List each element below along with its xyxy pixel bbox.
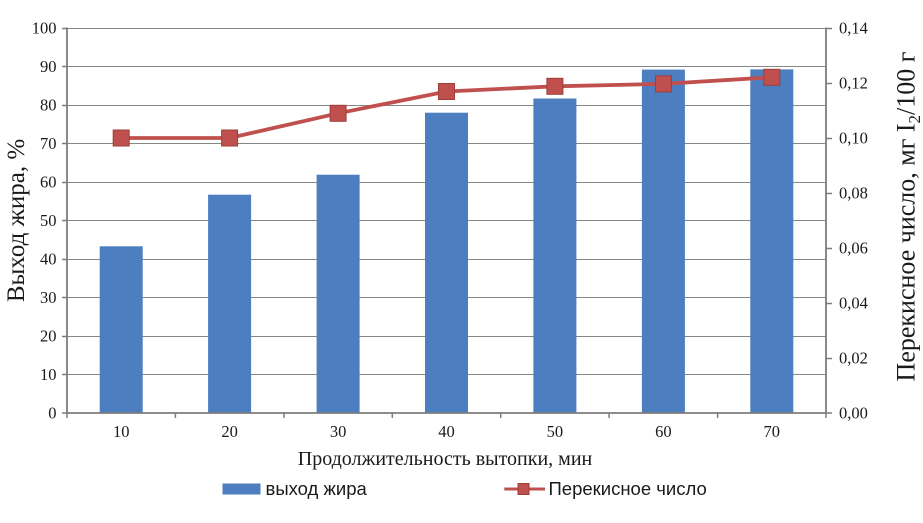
svg-text:40: 40 [438,422,455,441]
svg-text:0,12: 0,12 [839,74,868,93]
svg-text:40: 40 [40,250,57,269]
svg-text:0,06: 0,06 [839,239,868,258]
svg-text:70: 70 [40,134,57,153]
svg-text:10: 10 [40,365,57,384]
svg-text:50: 50 [547,422,564,441]
svg-text:10: 10 [113,422,130,441]
svg-text:60: 60 [655,422,672,441]
svg-text:90: 90 [40,57,57,76]
svg-text:Продолжительность вытопки, мин: Продолжительность вытопки, мин [298,448,593,470]
svg-text:50: 50 [40,211,57,230]
svg-text:0: 0 [48,404,56,423]
svg-text:0,02: 0,02 [839,349,868,368]
svg-text:0,08: 0,08 [839,184,868,203]
svg-text:0,00: 0,00 [839,404,868,423]
svg-text:Перекисное число: Перекисное число [549,478,707,499]
svg-text:30: 30 [330,422,347,441]
svg-text:100: 100 [32,19,57,38]
svg-text:0,14: 0,14 [839,19,868,38]
svg-text:Перекисное число, мг I2/100 г: Перекисное число, мг I2/100 г [892,52,923,382]
svg-text:20: 20 [40,327,57,346]
svg-text:выход жира: выход жира [266,478,368,499]
svg-text:60: 60 [40,173,57,192]
svg-text:0,10: 0,10 [839,129,868,148]
svg-text:70: 70 [764,422,781,441]
svg-text:0,04: 0,04 [839,294,868,313]
svg-text:80: 80 [40,96,57,115]
svg-text:Выход жира, %: Выход жира, % [3,139,30,302]
svg-text:30: 30 [40,288,57,307]
svg-text:20: 20 [221,422,238,441]
